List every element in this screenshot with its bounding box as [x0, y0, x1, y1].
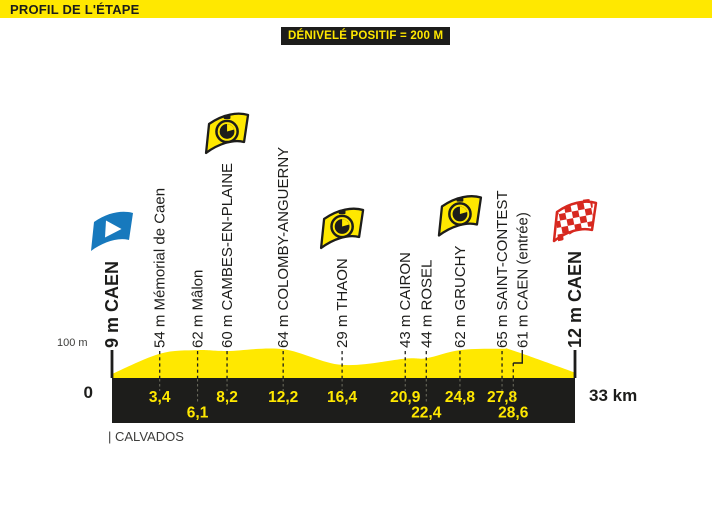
waypoint-label: 54 m Mémorial de Caen: [152, 188, 169, 348]
waypoints-layer: 9 m CAEN 0 54 m Mémorial de Caen 3,4 62 m Mâ…: [84, 112, 637, 422]
waypoint-m-lon-2: 62 m Mâlon 6,1: [187, 270, 209, 422]
waypoint-label: 64 m COLOMBY-ANGUERNY: [275, 147, 292, 348]
waypoint-label: 9 m CAEN: [102, 261, 122, 348]
waypoint-cairon-6: 43 m CAIRON 20,9: [390, 252, 421, 406]
waypoint-rosel-7: 44 m ROSEL 22,4: [411, 260, 442, 422]
start-flag-icon: [91, 211, 133, 251]
axis-end-label: 33 km: [589, 386, 637, 405]
waypoint-label: 12 m CAEN: [565, 251, 585, 348]
axis-start-label: 0: [84, 383, 93, 402]
waypoint-label: 62 m GRUCHY: [452, 245, 469, 348]
finish-flag-icon: [543, 194, 602, 243]
bonus-sprint-icon: [437, 194, 483, 237]
elevation-scale-label: 100 m: [57, 337, 88, 349]
waypoint-caen-0: 9 m CAEN 0: [84, 211, 133, 402]
region-label: | CALVADOS: [108, 429, 184, 444]
km-distance-label: 16,4: [327, 389, 358, 406]
bonus-sprint-icon: [204, 112, 250, 155]
km-distance-label: 27,8: [487, 389, 518, 406]
waypoint-label: 29 m THAON: [334, 258, 351, 348]
waypoint-label: 61 m CAEN (entrée): [514, 212, 531, 348]
waypoint-label: 43 m CAIRON: [397, 252, 414, 348]
waypoint-thaon-5: 29 m THAON 16,4: [319, 207, 365, 406]
waypoint-saint-contest-9: 65 m SAINT-CONTEST 27,8: [487, 190, 518, 406]
waypoint-cambes-en-plaine-3: 60 m CAMBES-EN-PLAINE 8,2: [204, 112, 250, 406]
waypoint-label: 65 m SAINT-CONTEST: [494, 190, 511, 348]
bonus-sprint-icon: [319, 207, 365, 250]
profile-silhouette: [112, 348, 575, 378]
km-distance-label: 24,8: [445, 389, 476, 406]
waypoint-label: 44 m ROSEL: [418, 260, 435, 348]
waypoint-caen-11: 12 m CAEN 33 km: [543, 194, 637, 405]
km-distance-label: 22,4: [411, 405, 442, 422]
km-distance-label: 6,1: [187, 405, 209, 422]
waypoint-label: 62 m Mâlon: [190, 270, 207, 348]
km-distance-label: 12,2: [268, 389, 298, 406]
waypoint-colomby-anguerny-4: 64 m COLOMBY-ANGUERNY 12,2: [268, 147, 298, 406]
waypoint-m-morial-de-caen-1: 54 m Mémorial de Caen 3,4: [149, 188, 171, 406]
km-distance-label: 20,9: [390, 389, 421, 406]
elevation-gain-label: DÉNIVELÉ POSITIF = 200 M: [288, 30, 444, 42]
km-distance-label: 3,4: [149, 389, 171, 406]
km-distance-label: 28,6: [498, 405, 529, 422]
header-bar: PROFIL DE L'ÉTAPE: [0, 0, 712, 18]
waypoint-caen-entr-e-10: 61 m CAEN (entrée) 28,6: [498, 212, 531, 421]
waypoint-label: 60 m CAMBES-EN-PLAINE: [219, 163, 236, 348]
page-title: PROFIL DE L'ÉTAPE: [10, 1, 140, 17]
elevation-gain-badge: DÉNIVELÉ POSITIF = 200 M: [281, 27, 451, 45]
label-elbow-connector: [513, 350, 523, 364]
waypoint-gruchy-8: 62 m GRUCHY 24,8: [437, 194, 483, 406]
distance-bar: [112, 378, 575, 423]
km-distance-label: 8,2: [216, 389, 238, 406]
